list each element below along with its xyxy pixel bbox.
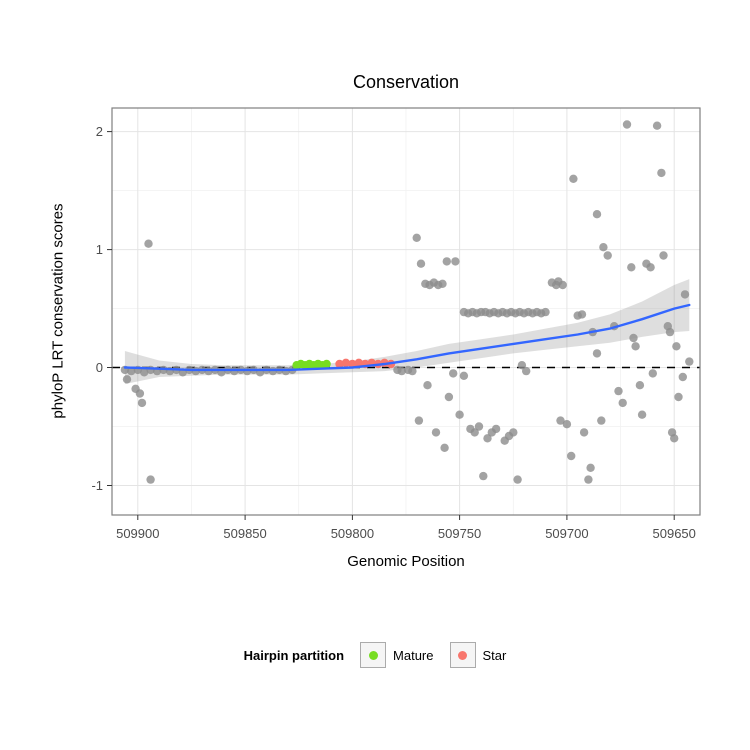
x-axis-tick-label: 509900 — [116, 526, 159, 541]
data-point-unpartitioned — [631, 342, 640, 351]
data-point-unpartitioned — [444, 392, 454, 402]
legend-item-mature: Mature — [360, 642, 434, 668]
legend-title: Hairpin partition — [243, 647, 345, 663]
legend-key-mature — [360, 642, 387, 668]
data-point-unpartitioned — [646, 263, 655, 272]
legend: Hairpin partition Mature Star — [0, 642, 750, 668]
data-point-unpartitioned — [659, 251, 668, 260]
star-point-swatch — [458, 650, 467, 660]
data-point-unpartitioned — [597, 416, 606, 425]
data-point-unpartitioned — [579, 428, 589, 437]
x-axis-tick-label: 509800 — [331, 526, 374, 541]
data-point-unpartitioned — [491, 424, 501, 434]
data-point-unpartitioned — [648, 369, 657, 378]
data-point-unpartitioned — [440, 443, 449, 452]
data-point-unpartitioned — [423, 381, 432, 390]
data-point-unpartitioned — [652, 121, 662, 130]
data-point-unpartitioned — [397, 366, 406, 376]
data-point-unpartitioned — [556, 416, 565, 425]
data-point-unpartitioned — [483, 434, 492, 443]
data-point-unpartitioned — [665, 327, 675, 337]
data-point-unpartitioned — [603, 251, 612, 260]
data-point-unpartitioned — [522, 366, 531, 376]
data-point-unpartitioned — [614, 386, 623, 396]
data-point-unpartitioned — [541, 307, 550, 317]
data-point-unpartitioned — [618, 398, 627, 408]
data-point-unpartitioned — [586, 463, 595, 472]
y-axis-tick-label: 2 — [96, 124, 103, 139]
data-point-unpartitioned — [131, 384, 140, 393]
data-point-unpartitioned — [509, 428, 518, 437]
data-point-unpartitioned — [517, 361, 527, 370]
data-point-unpartitioned — [567, 451, 576, 461]
data-point-unpartitioned — [637, 410, 647, 419]
plot-title: Conservation — [352, 72, 460, 92]
data-point-unpartitioned — [562, 420, 572, 429]
data-point-unpartitioned — [657, 168, 666, 178]
y-axis-tick-label: 0 — [96, 360, 103, 375]
data-point-unpartitioned — [438, 279, 447, 288]
data-point-unpartitioned — [416, 259, 426, 268]
x-axis-title: Genomic Position — [347, 553, 465, 570]
smooth-line — [123, 303, 691, 372]
data-point-unpartitioned — [685, 357, 694, 366]
data-point-unpartitioned — [408, 366, 417, 376]
data-point-mature — [322, 359, 331, 369]
data-point-unpartitioned — [431, 428, 441, 437]
data-point-unpartitioned — [678, 372, 687, 382]
x-axis-tick-label: 509750 — [438, 526, 481, 541]
legend-key-star — [449, 642, 476, 668]
data-point-unpartitioned — [414, 416, 424, 425]
data-point-unpartitioned — [672, 342, 681, 351]
mature-point-swatch — [368, 650, 378, 660]
data-point-unpartitioned — [513, 475, 522, 484]
data-point-unpartitioned — [622, 120, 632, 129]
data-point-unpartitioned — [592, 349, 602, 358]
data-point-unpartitioned — [127, 366, 136, 376]
data-point-unpartitioned — [470, 428, 479, 437]
data-point-unpartitioned — [412, 233, 421, 242]
legend-label-star: Star — [482, 647, 507, 663]
y-axis-tick-label: -1 — [91, 478, 103, 493]
y-axis-tick-label: 1 — [96, 242, 103, 257]
legend-item-star: Star — [449, 642, 507, 668]
x-axis-tick-label: 509650 — [653, 526, 696, 541]
data-point-unpartitioned — [449, 369, 458, 378]
data-point-unpartitioned — [577, 310, 587, 319]
legend-label-mature: Mature — [393, 647, 434, 663]
data-point-unpartitioned — [122, 375, 132, 384]
data-point-unpartitioned — [569, 174, 578, 183]
data-point-unpartitioned — [442, 257, 451, 266]
data-point-unpartitioned — [140, 368, 149, 377]
data-point-unpartitioned — [144, 239, 153, 248]
x-axis-tick-label: 509700 — [545, 526, 588, 541]
data-point-unpartitioned — [680, 290, 690, 299]
data-point-unpartitioned — [451, 257, 460, 266]
panel-border — [111, 107, 701, 516]
data-point-unpartitioned — [584, 475, 593, 484]
x-axis-tick-label: 509850 — [223, 526, 266, 541]
data-point-unpartitioned — [629, 333, 638, 343]
data-point-unpartitioned — [474, 422, 484, 431]
data-point-unpartitioned — [635, 381, 645, 390]
data-point-star — [354, 358, 363, 367]
data-point-unpartitioned — [592, 210, 602, 219]
data-point-unpartitioned — [479, 471, 488, 481]
data-point-unpartitioned — [627, 263, 636, 272]
data-point-unpartitioned — [599, 243, 608, 252]
data-point-unpartitioned — [146, 475, 155, 484]
data-point-star — [335, 359, 344, 369]
data-point-unpartitioned — [455, 410, 464, 419]
data-point-star — [341, 358, 351, 367]
data-point-unpartitioned — [459, 371, 469, 380]
data-point-unpartitioned — [137, 398, 147, 408]
data-point-unpartitioned — [670, 434, 679, 443]
data-point-unpartitioned — [674, 392, 683, 402]
data-point-unpartitioned — [558, 280, 567, 290]
